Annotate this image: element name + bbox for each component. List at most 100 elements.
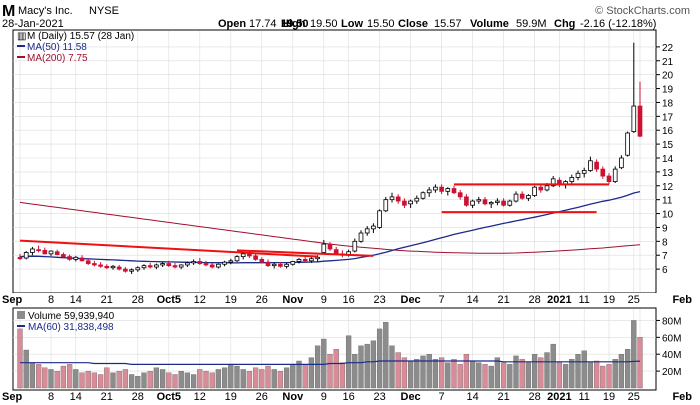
high-label: 19.50 — [281, 18, 309, 30]
candle-body — [79, 257, 85, 262]
volume-bar — [407, 360, 414, 389]
x-tick-label: 19 — [225, 294, 237, 306]
price-tick-label: 15 — [662, 140, 674, 151]
volume-bar — [345, 335, 352, 389]
volume-bar — [519, 359, 525, 389]
x-tick-label-bottom: 9 — [321, 391, 327, 403]
volume-bar — [54, 370, 60, 389]
volume-bar — [91, 372, 98, 389]
x-axis-bottom: Sep 8 14 21 28 Oct5 12 19 26 Nov 9 16 23 Dec 7 14 21 28 20… — [2, 391, 692, 403]
x-tick-label-bottom: 7 — [439, 391, 445, 403]
volume-bar — [569, 359, 575, 389]
volume-bar — [128, 374, 135, 389]
volume-bar — [612, 359, 618, 389]
volume-bar — [296, 360, 302, 389]
volume-bar — [259, 369, 265, 389]
candle-body — [17, 256, 23, 260]
volume-bar — [339, 362, 346, 389]
price-tick-label: 16 — [662, 126, 674, 137]
x-tick-label-bottom: 21 — [497, 391, 509, 403]
volume-bar — [60, 365, 67, 389]
volume-bar — [624, 349, 631, 389]
legend-ma200: MA(200) 7.75 — [27, 53, 88, 64]
volume-bar — [246, 370, 253, 389]
candle-body — [61, 254, 66, 258]
volume-bar — [544, 352, 550, 389]
volume-bar — [395, 352, 401, 389]
volume-bar — [581, 350, 587, 389]
volume-bar — [172, 374, 178, 389]
price-tick-label: 10 — [662, 210, 674, 221]
candle-body — [600, 168, 606, 177]
candle-body — [123, 268, 128, 272]
x-tick-label-bottom: 2021 — [547, 391, 571, 403]
candle-body — [526, 195, 531, 199]
volume-legend: Volume 59,939,940 MA(60) 31,838,498 — [17, 311, 115, 333]
candle-body — [147, 265, 153, 268]
volume-bar — [234, 365, 240, 389]
candle-body — [445, 188, 451, 192]
volume-bar — [513, 355, 519, 389]
volume-bar — [482, 364, 488, 389]
volume-tick-label: 20M — [662, 367, 681, 378]
volume-bar — [500, 362, 507, 389]
candle-body — [73, 256, 79, 260]
candle-body — [154, 264, 159, 268]
volume-bar — [29, 362, 36, 389]
legend-price: M (Daily) 15.57 (28 Jan) — [27, 31, 134, 42]
volume-bar — [401, 357, 408, 389]
x-tick-label: 2021 — [547, 294, 571, 306]
volume-bar — [314, 345, 321, 389]
x-tick-label-bottom: 11 — [578, 391, 589, 403]
candle-body — [209, 264, 215, 268]
volume-bar — [593, 360, 600, 389]
candle-body — [191, 261, 196, 264]
low-label: Low — [341, 18, 363, 30]
candle-body — [625, 132, 630, 156]
volume-bar — [240, 369, 246, 389]
volume-bar — [494, 357, 501, 389]
volume-bars — [17, 320, 643, 389]
volume-bar — [85, 370, 91, 389]
candle-body — [85, 260, 91, 264]
volume-tick-label: 60M — [662, 333, 681, 344]
x-tick-label: Nov — [282, 294, 304, 306]
volume-bar — [252, 367, 259, 389]
legend-price-icon: ▥ — [17, 31, 26, 42]
close-value: 15.57 — [434, 18, 462, 30]
volume-bar — [23, 349, 29, 389]
x-tick-label-bottom: Dec — [401, 391, 421, 403]
candle-body — [588, 160, 593, 171]
volume-bar — [383, 321, 389, 389]
volume-bar — [507, 364, 513, 389]
volume-bar — [35, 364, 42, 389]
candle-body — [315, 256, 320, 260]
candle-body — [364, 228, 370, 234]
company-name: Macy's Inc. — [18, 5, 73, 17]
price-tick-label: 9 — [662, 223, 668, 234]
candle-body — [278, 263, 283, 267]
candle-body — [259, 258, 265, 263]
price-tick-label: 22 — [662, 43, 674, 54]
candle-body — [352, 240, 358, 252]
candle-body — [67, 256, 72, 260]
price-tick-label: 13 — [662, 168, 674, 179]
volume-bar — [587, 362, 594, 389]
candle-body — [228, 260, 234, 263]
legend-ma50: MA(50) 11.58 — [27, 42, 87, 53]
candle-body — [439, 186, 444, 192]
volume-bar — [166, 372, 172, 389]
candle-body — [116, 266, 122, 270]
volume-bar — [48, 369, 54, 389]
x-tick-label: 19 — [603, 294, 615, 306]
volume-bar — [17, 328, 23, 389]
ma50-line-group — [19, 190, 641, 264]
volume-bar — [302, 364, 308, 389]
volume-bar — [376, 328, 383, 389]
price-tick-label: 18 — [662, 98, 674, 109]
x-tick-label-bottom: 12 — [194, 391, 206, 403]
x-tick-label: 9 — [321, 294, 327, 306]
candle-body — [166, 263, 172, 267]
candle-body — [488, 202, 494, 205]
volume-y-axis: 20M 40M 60M 80M — [656, 316, 681, 378]
